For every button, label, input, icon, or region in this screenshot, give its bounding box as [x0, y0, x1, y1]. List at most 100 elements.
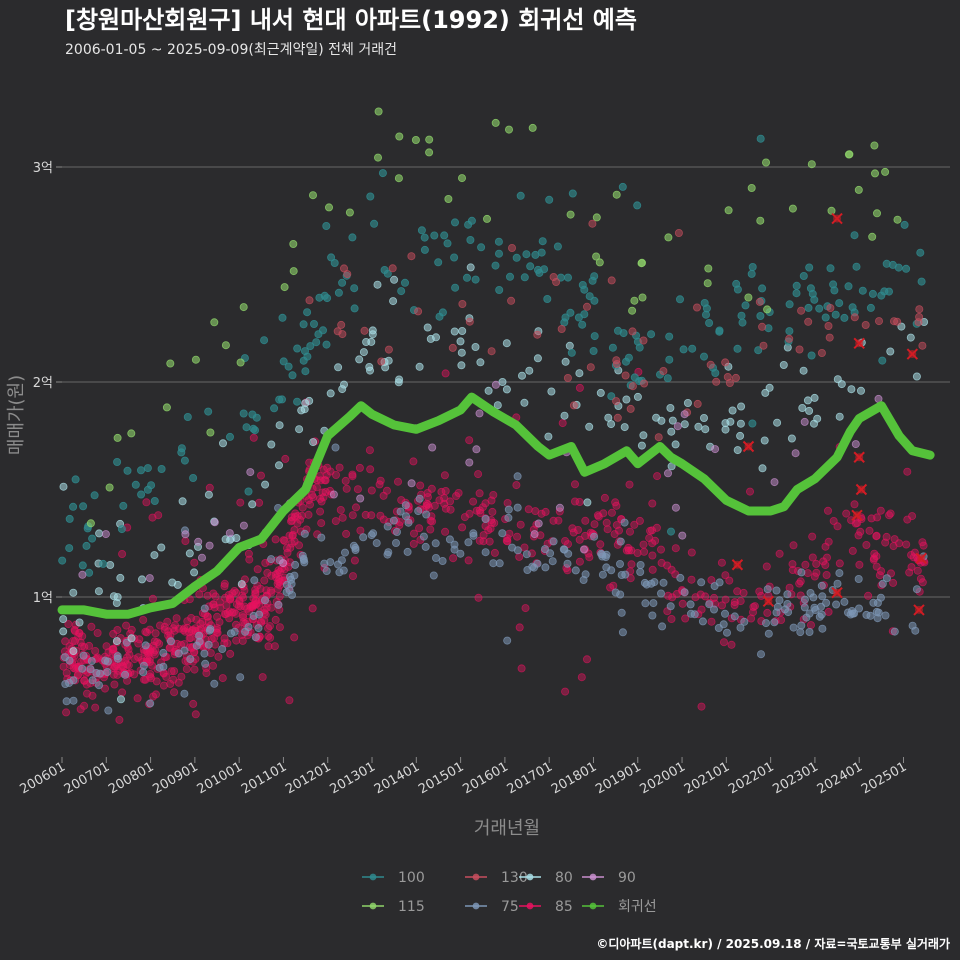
data-point — [494, 237, 503, 246]
y-axis-title: 매매가(원) — [6, 375, 27, 455]
data-point — [285, 696, 294, 705]
data-point — [607, 508, 616, 517]
data-point — [756, 134, 765, 143]
data-point — [289, 239, 298, 248]
data-point — [890, 535, 899, 544]
data-point — [479, 537, 488, 546]
legend-item: 80 — [519, 870, 573, 886]
data-point — [420, 233, 429, 242]
data-point — [805, 263, 814, 272]
data-point — [397, 287, 406, 296]
data-point — [737, 402, 746, 411]
data-point — [118, 550, 127, 559]
data-point — [733, 587, 742, 596]
data-point — [251, 633, 260, 642]
data-point — [738, 318, 747, 327]
data-point — [373, 280, 382, 289]
data-point — [210, 518, 219, 527]
data-point — [225, 432, 234, 441]
data-point — [438, 557, 447, 566]
data-point — [183, 412, 192, 421]
flagged-points — [731, 212, 927, 616]
data-point — [435, 496, 444, 505]
data-point — [505, 272, 514, 281]
data-point — [871, 169, 880, 178]
data-point — [226, 649, 235, 658]
data-point — [603, 525, 612, 534]
data-point — [177, 444, 186, 453]
data-point — [431, 554, 440, 563]
data-point — [379, 515, 388, 524]
data-point — [330, 258, 339, 267]
data-point — [151, 646, 160, 655]
data-point — [322, 567, 331, 576]
data-point — [736, 431, 745, 440]
data-point — [755, 297, 764, 306]
data-point — [590, 520, 599, 529]
data-point — [251, 586, 260, 595]
data-point — [106, 561, 115, 570]
data-point — [612, 359, 621, 368]
data-point — [350, 304, 359, 313]
data-point — [415, 362, 424, 371]
data-point — [764, 629, 773, 638]
data-point — [373, 153, 382, 162]
data-point — [772, 586, 781, 595]
data-point — [113, 626, 122, 635]
data-point — [893, 215, 902, 224]
data-point — [740, 617, 749, 626]
data-point — [345, 208, 354, 217]
data-point — [676, 295, 685, 304]
data-point — [657, 416, 666, 425]
data-point — [805, 406, 814, 415]
data-point — [890, 627, 899, 636]
data-point — [101, 684, 110, 693]
data-point — [844, 282, 853, 291]
data-point — [449, 554, 458, 563]
flagged-point — [831, 212, 843, 225]
data-point — [833, 522, 842, 531]
data-point — [683, 398, 692, 407]
data-point — [693, 303, 702, 312]
data-point — [350, 284, 359, 293]
data-point — [429, 571, 438, 580]
legend: 100 130 80 90 115 75 85 회귀선 — [362, 870, 657, 915]
data-point — [397, 496, 406, 505]
data-point — [170, 688, 179, 697]
data-point — [182, 665, 191, 674]
data-point — [122, 621, 131, 630]
data-point — [850, 313, 859, 322]
data-point — [159, 662, 168, 671]
data-point — [902, 264, 911, 273]
data-point — [127, 429, 136, 438]
data-point — [854, 575, 863, 584]
data-point — [561, 357, 570, 366]
data-point — [876, 593, 885, 602]
data-point — [513, 472, 522, 481]
data-point — [315, 472, 324, 481]
data-point — [568, 189, 577, 198]
data-point — [575, 497, 584, 506]
data-point — [758, 322, 767, 331]
data-point — [649, 599, 658, 608]
data-point — [873, 209, 882, 218]
data-point — [488, 507, 497, 516]
data-point — [300, 529, 309, 538]
data-point — [69, 696, 78, 705]
data-point — [574, 313, 583, 322]
data-point — [167, 667, 176, 676]
data-point — [525, 366, 534, 375]
legend-label: 75 — [501, 899, 519, 915]
chart-title: [창원마산회원구] 내서 현대 아파트(1992) 회귀선 예측 — [65, 6, 637, 34]
data-point — [409, 457, 418, 466]
data-point — [368, 326, 377, 335]
data-point — [617, 608, 626, 617]
x-tick-label: 200901 — [150, 759, 200, 797]
data-point — [797, 621, 806, 630]
data-point — [628, 327, 637, 336]
data-point — [203, 612, 212, 621]
data-point — [299, 556, 308, 565]
data-point — [261, 559, 270, 568]
data-point — [270, 404, 279, 413]
data-point — [919, 541, 928, 550]
